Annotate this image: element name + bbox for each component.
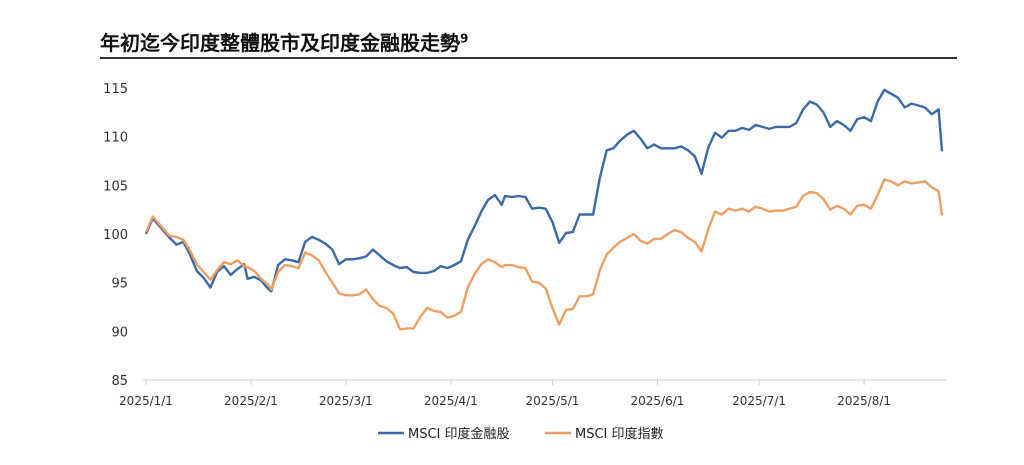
legend: MSCI 印度金融股 MSCI 印度指數 [378, 426, 664, 442]
series-line-index [144, 178, 944, 331]
y-tick-label: 100 [103, 228, 128, 243]
x-tick-label: 2025/1/1 [119, 394, 173, 408]
series-lines [144, 88, 944, 331]
x-tick-label: 2025/3/1 [319, 394, 373, 408]
y-tick-label: 85 [111, 374, 128, 389]
x-tick-label: 2025/8/1 [837, 394, 891, 408]
legend-label: MSCI 印度指數 [575, 426, 664, 442]
x-tick-label: 2025/4/1 [424, 394, 478, 408]
legend-label: MSCI 印度金融股 [408, 426, 510, 442]
title-footnote: 9 [460, 31, 469, 46]
x-tick-label: 2025/6/1 [631, 394, 685, 408]
series-line-financials [144, 88, 944, 293]
y-tick-label: 95 [111, 277, 128, 292]
y-tick-label: 105 [103, 179, 128, 194]
chart-title-text: 年初迄今印度整體股市及印度金融股走勢 [100, 31, 460, 55]
y-tick-label: 110 [103, 131, 128, 146]
x-tick-label: 2025/5/1 [526, 394, 580, 408]
y-axis-tick-labels: 85 90 95 100 105 110 115 [103, 82, 128, 389]
x-tick-label: 2025/2/1 [224, 394, 278, 408]
y-tick-label: 90 [111, 325, 128, 340]
title-divider [100, 57, 957, 59]
x-tick-label: 2025/7/1 [732, 394, 786, 408]
y-tick-label: 115 [103, 82, 128, 97]
x-axis-tick-labels: 2025/1/1 2025/2/1 2025/3/1 2025/4/1 2025/5/1… [119, 380, 891, 408]
chart-title: 年初迄今印度整體股市及印度金融股走勢9 [100, 27, 468, 56]
